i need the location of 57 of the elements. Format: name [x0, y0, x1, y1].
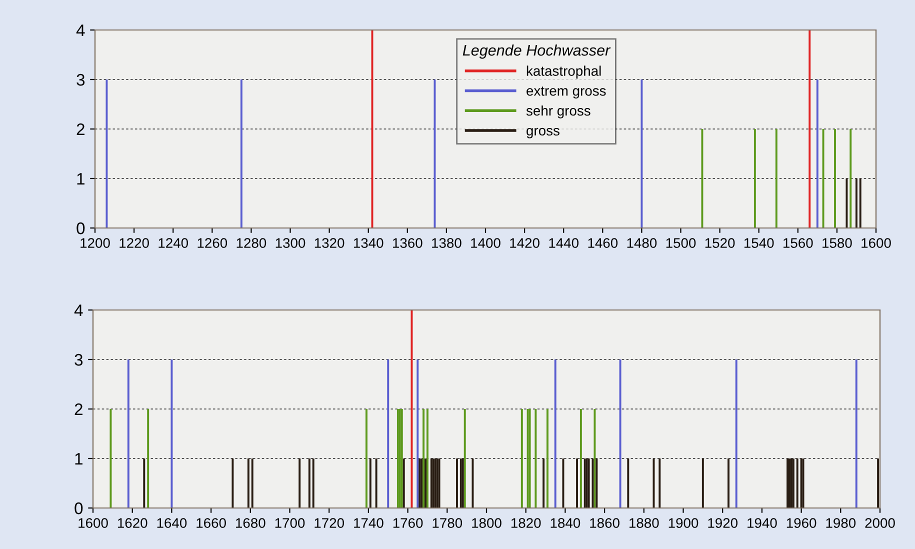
y-tick-label: 4: [74, 304, 83, 316]
x-tick-label: 1340: [354, 238, 384, 248]
x-tick-label: 1600: [862, 238, 891, 248]
x-tick-label: 1660: [196, 518, 226, 528]
legend-label: extrem gross: [526, 86, 606, 99]
x-tick-label: 1800: [472, 518, 502, 528]
x-tick-label: 1580: [822, 238, 852, 248]
x-tick-label: 1200: [80, 238, 110, 248]
y-tick-label: 4: [76, 24, 85, 36]
x-tick-label: 1840: [550, 518, 580, 528]
x-tick-label: 1780: [432, 518, 462, 528]
x-tick-label: 1740: [354, 518, 384, 528]
legend-label: katastrophal: [526, 66, 601, 79]
x-tick-label: 1940: [748, 518, 777, 528]
x-tick-label: 1540: [744, 238, 774, 248]
x-tick-label: 1680: [236, 518, 266, 528]
x-tick-label: 1420: [510, 238, 540, 248]
x-tick-label: 1620: [118, 518, 148, 528]
x-tick-label: 1980: [826, 518, 856, 528]
x-tick-label: 1640: [157, 518, 187, 528]
x-tick-label: 1320: [314, 238, 344, 248]
x-tick-label: 1240: [158, 238, 188, 248]
x-tick-label: 1500: [666, 238, 696, 248]
x-tick-label: 1960: [786, 518, 816, 528]
x-tick-label: 1900: [668, 518, 698, 528]
y-tick-label: 3: [76, 74, 85, 86]
x-tick-label: 1600: [78, 518, 108, 528]
x-tick-label: 1860: [590, 518, 620, 528]
x-tick-label: 1380: [432, 238, 462, 248]
x-tick-label: 1260: [198, 238, 228, 248]
y-tick-label: 1: [77, 173, 84, 185]
x-tick-label: 1220: [120, 238, 149, 248]
legend-label: gross: [526, 128, 560, 138]
legend-label: sehr gross: [526, 105, 590, 118]
y-tick-label: 2: [74, 403, 82, 416]
x-tick-label: 1440: [549, 238, 579, 248]
y-tick-label: 3: [74, 354, 83, 366]
x-tick-label: 1480: [627, 238, 657, 248]
x-tick-label: 1460: [588, 238, 618, 248]
x-tick-label: 1300: [276, 238, 306, 248]
y-tick-label: 1: [75, 453, 82, 465]
x-tick-label: 1700: [275, 518, 305, 528]
x-tick-label: 1520: [705, 238, 735, 248]
y-tick-label: 0: [76, 222, 85, 234]
x-tick-label: 1920: [708, 518, 738, 528]
legend-title: Legende Hochwasser: [462, 44, 611, 59]
y-tick-label: 2: [76, 123, 84, 136]
y-tick-label: 0: [74, 502, 83, 514]
x-tick-label: 2000: [865, 518, 895, 528]
x-tick-label: 1360: [393, 238, 422, 248]
x-tick-label: 1720: [314, 518, 344, 528]
x-tick-label: 1820: [511, 518, 541, 528]
x-tick-label: 1400: [471, 238, 500, 248]
x-tick-label: 1880: [630, 518, 659, 528]
x-tick-label: 1560: [784, 238, 813, 248]
x-tick-label: 1760: [393, 518, 423, 528]
x-tick-label: 1280: [236, 238, 266, 248]
